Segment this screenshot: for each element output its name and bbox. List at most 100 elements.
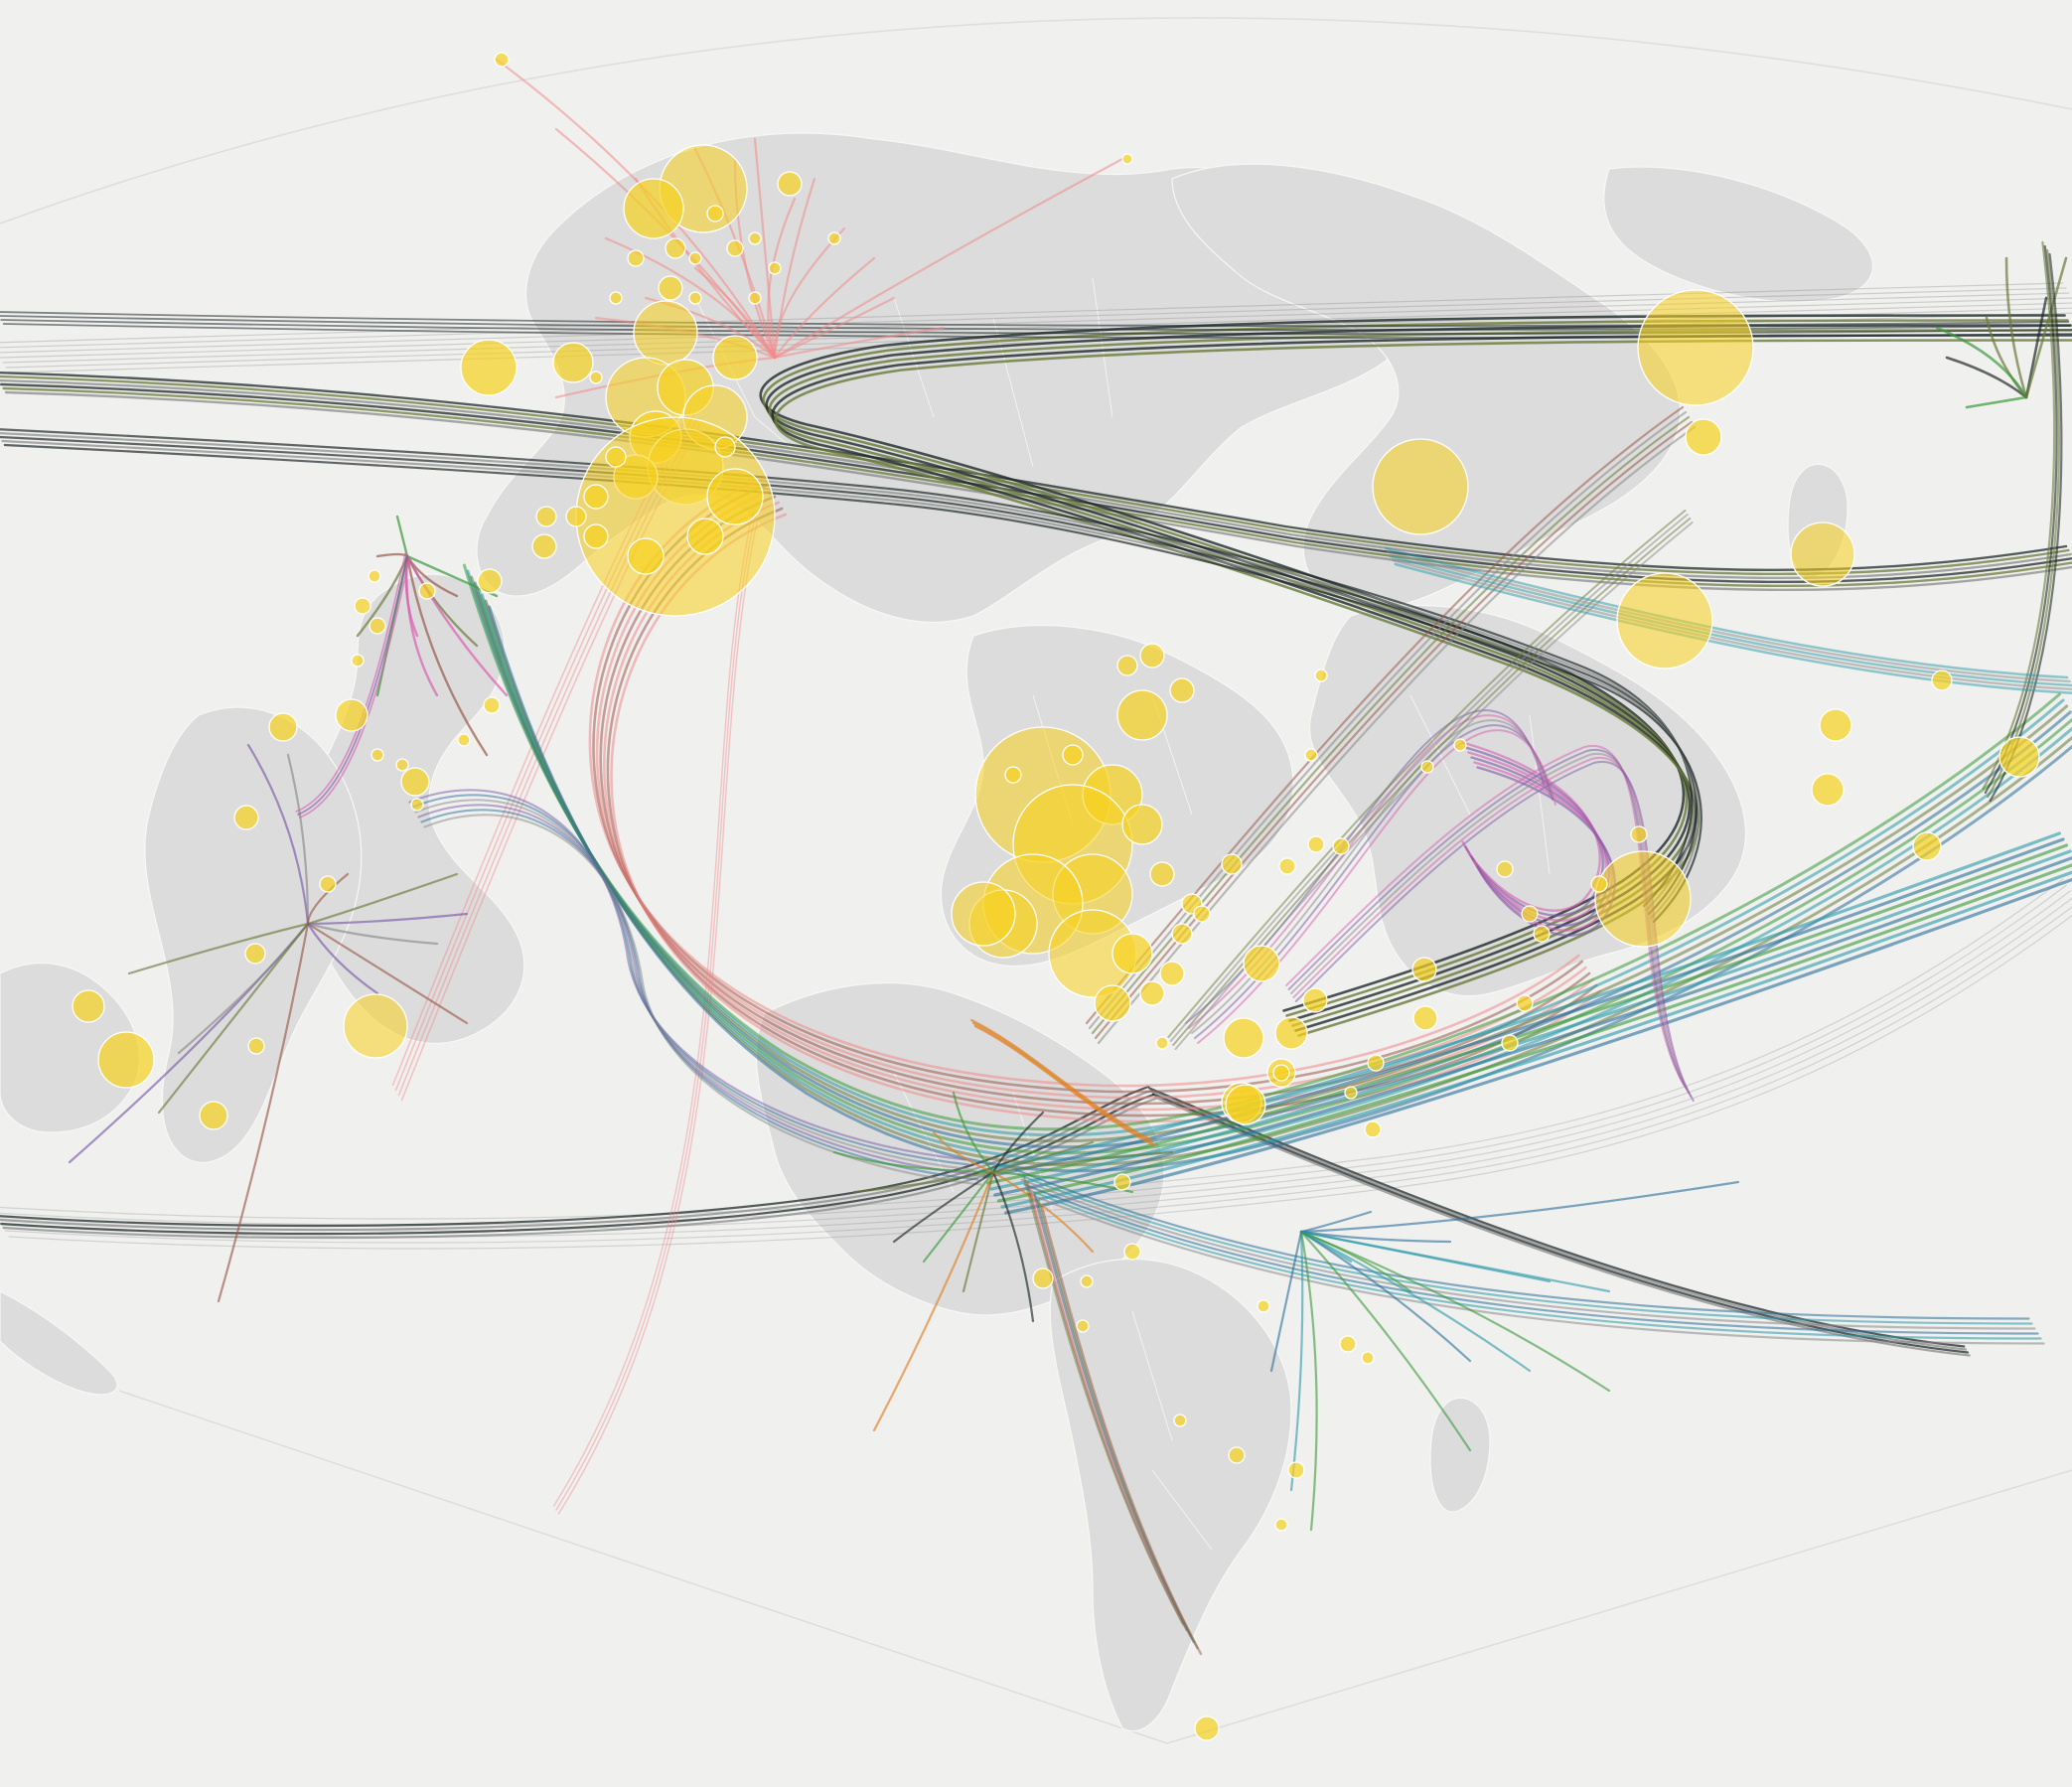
flow-teal-east-group — [989, 849, 2072, 1191]
flow-orange-group — [973, 1024, 1155, 1147]
hub-scatter-38 — [1076, 1319, 1090, 1333]
flow-center-fan — [832, 1150, 995, 1174]
flow-center-fan — [892, 1170, 995, 1244]
flow-teal-right-group — [1384, 546, 2069, 679]
hub-europe-38 — [531, 533, 557, 559]
hub-scatter-16 — [1367, 1054, 1385, 1072]
hub-middle-25 — [1004, 766, 1022, 784]
hub-scatter-4 — [1616, 572, 1713, 670]
hub-circles — [72, 52, 2040, 1741]
hub-scatter-18 — [1332, 837, 1350, 855]
hub-europe-23 — [627, 537, 665, 575]
flow-teal-east — [1004, 877, 2072, 1215]
hub-scatter-2 — [1372, 438, 1469, 535]
hub-scatter-14 — [1225, 1084, 1266, 1125]
flow-west-fan — [405, 554, 509, 697]
hub-europe-2 — [665, 237, 686, 259]
hub-middle-12 — [1171, 923, 1193, 945]
hub-scatter-23 — [1501, 1034, 1519, 1052]
hub-middle-27 — [1116, 655, 1138, 676]
flow-teal-east — [993, 855, 2072, 1197]
hub-europe-3 — [706, 205, 724, 223]
flow-pink-loop — [1476, 766, 1616, 937]
flow-east-edge-fan — [2004, 256, 2028, 399]
flow-olive-diag-group — [1169, 514, 1689, 1042]
flow-pink-east — [1287, 748, 1688, 1090]
flow-salmon-loop — [610, 513, 1602, 1123]
hub-scatter-22 — [1521, 905, 1539, 923]
flow-black-1-group — [2, 386, 2072, 588]
flow-pink-loop — [1470, 756, 1610, 927]
flow-purple-west — [417, 804, 976, 1176]
flow-pink-loop-group — [1461, 741, 1601, 912]
hub-scatter-62 — [97, 1031, 155, 1089]
flow-teal-east-group — [996, 863, 2072, 1203]
flow-gray-low — [4, 906, 2072, 1244]
flow-center-fan — [962, 1170, 995, 1293]
flow-blue-fan — [1299, 1180, 1740, 1234]
hub-scatter-55 — [395, 758, 409, 772]
flow-salmon-fan — [767, 197, 797, 360]
hub-scatter-13 — [1302, 987, 1328, 1013]
hub-scatter-17 — [1223, 1017, 1264, 1059]
flow-salmon-fan — [773, 296, 896, 360]
flow-teal-east-group — [978, 831, 2061, 1173]
hub-scatter-58 — [319, 875, 337, 893]
flow-south-trunk-group — [1040, 1205, 1203, 1656]
hub-europe-11 — [552, 342, 594, 383]
hub-scatter-67 — [418, 582, 436, 600]
flow-pink-east-group — [1294, 760, 1695, 1102]
hub-scatter-9 — [1912, 831, 1942, 861]
hub-middle-3 — [1139, 643, 1165, 669]
flow-center-fan — [952, 1091, 995, 1174]
hub-scatter-35 — [1287, 1461, 1305, 1479]
hub-europe-35 — [494, 52, 510, 68]
hub-europe-25 — [565, 506, 587, 527]
flow-gray-low-group — [0, 890, 2071, 1232]
flow-purple-west — [414, 799, 973, 1171]
flow-center-fan — [991, 1170, 1035, 1323]
flow-orange — [970, 1018, 1152, 1141]
flow-orange-group — [971, 1021, 1154, 1144]
flow-brown-diag — [1085, 405, 1685, 1025]
flow-west-fan — [395, 515, 409, 558]
hub-middle-10 — [1121, 804, 1163, 845]
hub-middle-21 — [1243, 945, 1280, 982]
hub-scatter-53 — [400, 767, 430, 797]
flow-blue-east-low — [1023, 1183, 2039, 1335]
flow-teal-right — [1392, 558, 2072, 691]
flow-salmon-loop — [603, 501, 1594, 1112]
flow-black-1-group — [0, 378, 2072, 580]
hub-scatter-66 — [457, 733, 471, 747]
flow-pink-west-group — [298, 558, 410, 819]
hub-europe-4 — [726, 239, 744, 257]
flow-black-3 — [0, 1089, 1152, 1232]
flow-brown-diag-group — [1088, 410, 1688, 1030]
hub-middle-26 — [1062, 744, 1084, 766]
flow-salmon-loop-group — [599, 495, 1591, 1106]
flow-brown-diag-group — [1085, 405, 1685, 1025]
flow-black-1 — [0, 374, 2070, 576]
flow-pink-west-group — [297, 555, 408, 816]
hub-scatter-36 — [1173, 1414, 1187, 1427]
flow-center-fan — [852, 1170, 995, 1194]
hub-middle-17 — [1139, 980, 1165, 1006]
flow-purple-fan — [127, 922, 310, 975]
flow-brown-diag — [1088, 410, 1688, 1030]
hub-scatter-56 — [410, 798, 424, 812]
flow-teal-right — [1389, 554, 2072, 687]
flow-purple-fan — [157, 922, 310, 1115]
flow-purple-west-group — [420, 809, 979, 1181]
flow-purple-west-group — [423, 814, 982, 1186]
flow-salmon-loop — [599, 495, 1591, 1106]
hub-scatter-19 — [1307, 835, 1325, 853]
flow-purple-fan — [306, 872, 459, 926]
hub-scatter-59 — [233, 805, 259, 830]
flow-blue-east-low-group — [1026, 1188, 2042, 1340]
flow-salmon-loop — [606, 507, 1598, 1117]
hub-europe-39 — [477, 568, 503, 594]
flow-black-1 — [0, 382, 2072, 584]
flow-blue-fan — [1269, 1230, 1303, 1373]
flow-teal-right — [1387, 550, 2071, 683]
